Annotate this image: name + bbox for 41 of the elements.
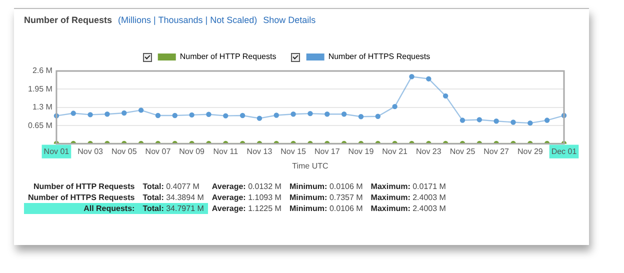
x-tick-label: Nov 29 — [517, 146, 544, 156]
text: Average: 1.1225 M — [210, 203, 282, 214]
text: (Millions | Thousands | Not Scaled) — [118, 15, 258, 25]
x-tick-label: Nov 23 — [416, 146, 442, 156]
y-tick-label: 0.65 M — [28, 120, 53, 130]
y-tick-label: 2.6 M — [32, 66, 53, 76]
x-tick-label: Nov 27 — [484, 146, 510, 156]
x-tick-label: Nov 19 — [348, 146, 374, 156]
text: Total: 0.4077 M — [142, 181, 200, 192]
legend-label: Number of HTTPS Requests — [328, 52, 430, 62]
text: Maximum: 0.0171 M — [370, 181, 447, 192]
x-tick-label: Nov 11 — [213, 146, 239, 156]
x-tick-label: Nov 25 — [450, 146, 476, 156]
text: Maximum: 2.4003 M — [370, 203, 447, 214]
x-axis-title: Time UTC — [292, 161, 329, 170]
x-tick-label: Dec 01 — [551, 146, 578, 156]
chart-title: Number of Requests — [24, 15, 112, 25]
text: Average: 1.1093 M — [210, 192, 282, 203]
text: Minimum: 0.7357 M — [288, 192, 364, 203]
x-tick-label: Nov 13 — [246, 146, 273, 156]
text: Total: 34.7971 M — [138, 203, 208, 214]
x-tick-label: Nov 01 — [44, 146, 70, 156]
x-tick-label: Nov 17 — [314, 146, 340, 156]
y-tick-label: 1.95 M — [28, 84, 53, 94]
text: Minimum: 0.0106 M — [288, 181, 364, 192]
x-tick-label: Nov 07 — [145, 146, 172, 156]
x-tick-label: Nov 05 — [111, 146, 138, 156]
legend-label: Number of HTTP Requests — [180, 52, 276, 62]
text: Maximum: 2.4003 M — [370, 192, 447, 203]
text: Total: 34.3894 M — [142, 192, 205, 203]
x-tick-label: Nov 03 — [78, 146, 104, 156]
text: Average: 0.0132 M — [210, 181, 282, 192]
y-tick-label: 1.3 M — [32, 102, 53, 112]
text: Number of HTTPS Requests — [27, 192, 136, 203]
x-tick-label: Nov 21 — [382, 146, 408, 156]
text: All Requests: — [24, 203, 139, 214]
text: Number of HTTP Requests — [32, 181, 136, 192]
text: Show Details — [263, 15, 316, 25]
x-tick-label: Nov 09 — [179, 146, 206, 156]
text: Minimum: 0.0106 M — [288, 203, 364, 214]
x-tick-label: Nov 15 — [280, 146, 307, 156]
